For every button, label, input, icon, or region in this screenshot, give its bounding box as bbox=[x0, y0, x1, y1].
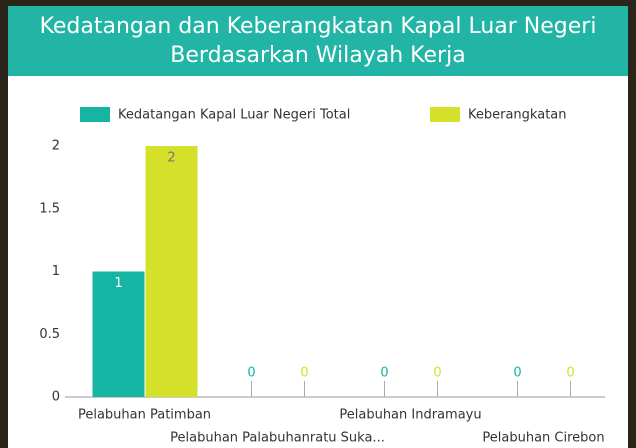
y-tick-label: 0.5 bbox=[39, 327, 60, 342]
data-label: 0 bbox=[566, 366, 574, 381]
data-label: 0 bbox=[513, 366, 521, 381]
data-label: 2 bbox=[167, 151, 175, 166]
x-tick-label: Pelabuhan Cirebon bbox=[482, 431, 604, 446]
x-tick-label: Pelabuhan Patimban bbox=[78, 408, 211, 423]
y-tick-label: 0 bbox=[52, 390, 60, 405]
y-tick-label: 1.5 bbox=[39, 201, 60, 216]
data-label: 0 bbox=[300, 366, 308, 381]
legend-swatch bbox=[80, 107, 110, 122]
data-label: 0 bbox=[433, 366, 441, 381]
data-label: 0 bbox=[247, 366, 255, 381]
y-tick-label: 1 bbox=[52, 264, 60, 279]
x-tick-label: Pelabuhan Palabuhanratu Suka... bbox=[170, 431, 385, 446]
data-label: 0 bbox=[380, 366, 388, 381]
legend-label: Keberangkatan bbox=[468, 108, 567, 123]
page: Kedatangan Kapal Luar Negeri Total Kebera… bbox=[0, 0, 636, 448]
bar bbox=[146, 146, 198, 397]
legend-swatch bbox=[430, 107, 460, 122]
legend-label: Kedatangan Kapal Luar Negeri Total bbox=[118, 108, 350, 123]
chart-title: Kedatangan dan Keberangkatan Kapal Luar … bbox=[8, 8, 628, 74]
data-label: 1 bbox=[114, 276, 122, 291]
y-tick-label: 2 bbox=[52, 139, 60, 154]
x-tick-label: Pelabuhan Indramayu bbox=[339, 408, 481, 423]
